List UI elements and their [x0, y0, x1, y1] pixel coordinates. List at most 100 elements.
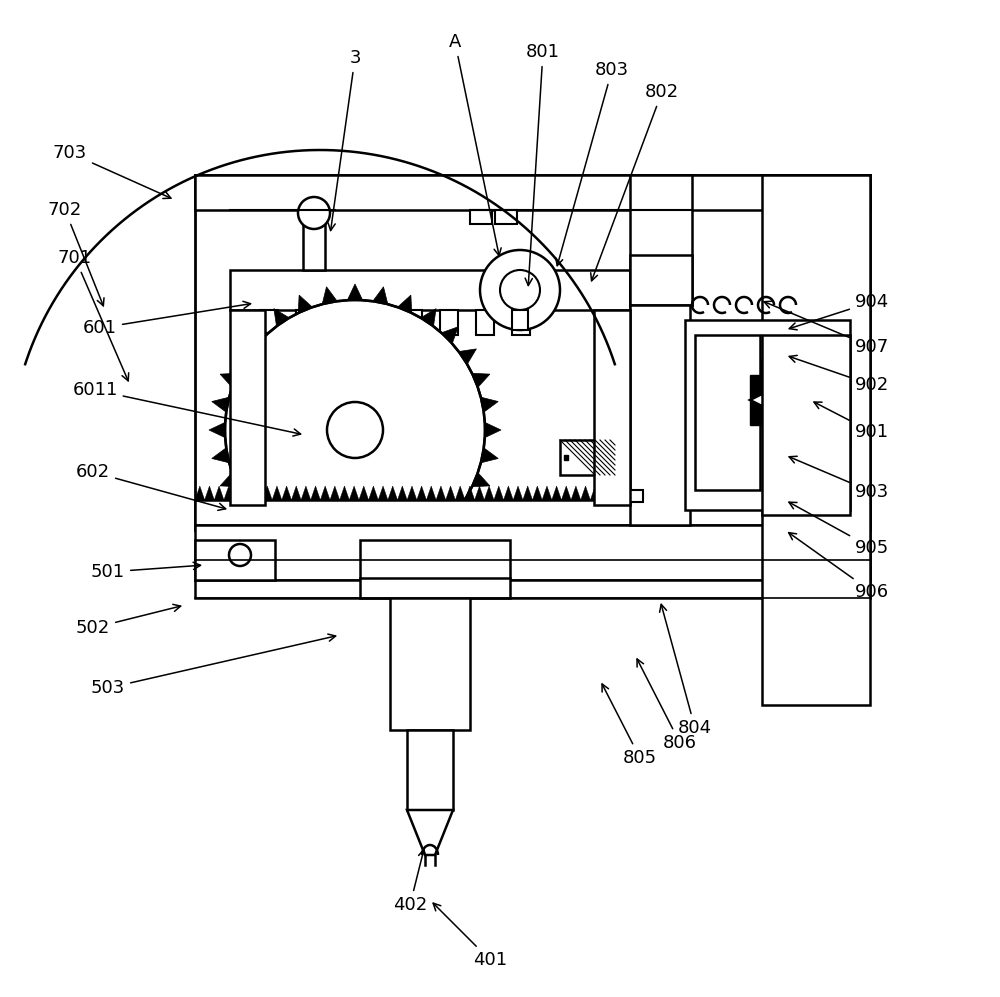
- Polygon shape: [658, 486, 668, 500]
- Text: 804: 804: [660, 604, 712, 737]
- Polygon shape: [668, 486, 677, 500]
- Polygon shape: [610, 486, 619, 500]
- Bar: [762, 395, 770, 415]
- Text: 6011: 6011: [72, 381, 301, 436]
- Polygon shape: [195, 486, 205, 500]
- Polygon shape: [590, 486, 600, 500]
- Text: 402: 402: [393, 849, 427, 914]
- Polygon shape: [421, 533, 436, 551]
- Polygon shape: [349, 486, 359, 500]
- Polygon shape: [735, 486, 745, 500]
- Text: 501: 501: [91, 562, 201, 581]
- Bar: [476, 310, 494, 335]
- Polygon shape: [750, 375, 762, 425]
- Bar: [360, 578, 510, 598]
- Polygon shape: [831, 486, 841, 500]
- Bar: [195, 175, 870, 210]
- Polygon shape: [459, 349, 476, 364]
- Polygon shape: [494, 486, 504, 500]
- Polygon shape: [220, 473, 238, 487]
- Polygon shape: [274, 309, 289, 326]
- Polygon shape: [311, 486, 320, 500]
- Polygon shape: [774, 486, 783, 500]
- Text: 503: 503: [91, 634, 336, 697]
- Polygon shape: [301, 486, 311, 500]
- Polygon shape: [398, 486, 407, 500]
- Polygon shape: [619, 486, 629, 500]
- Bar: [560, 440, 615, 475]
- Polygon shape: [783, 486, 793, 500]
- Polygon shape: [347, 559, 363, 576]
- Polygon shape: [407, 810, 453, 855]
- Polygon shape: [441, 516, 458, 533]
- Bar: [404, 310, 422, 335]
- Text: 904: 904: [789, 293, 889, 330]
- Bar: [762, 175, 870, 705]
- Polygon shape: [472, 473, 490, 487]
- Polygon shape: [764, 486, 774, 500]
- Polygon shape: [481, 397, 498, 412]
- Polygon shape: [472, 373, 490, 388]
- Polygon shape: [532, 486, 542, 500]
- Text: 703: 703: [53, 144, 171, 198]
- Polygon shape: [455, 486, 465, 500]
- Polygon shape: [282, 486, 291, 500]
- Bar: [195, 500, 870, 525]
- Polygon shape: [860, 486, 870, 500]
- Polygon shape: [220, 373, 238, 388]
- Text: 502: 502: [76, 604, 181, 637]
- Bar: [630, 255, 692, 305]
- Polygon shape: [252, 516, 269, 533]
- Polygon shape: [322, 287, 337, 304]
- Polygon shape: [369, 486, 378, 500]
- Polygon shape: [243, 486, 253, 500]
- Polygon shape: [272, 486, 282, 500]
- Polygon shape: [629, 486, 639, 500]
- Polygon shape: [696, 486, 706, 500]
- Polygon shape: [481, 448, 498, 463]
- Polygon shape: [347, 284, 363, 300]
- Text: 803: 803: [556, 61, 629, 265]
- Polygon shape: [212, 397, 229, 412]
- Polygon shape: [465, 486, 475, 500]
- Polygon shape: [421, 309, 436, 326]
- Polygon shape: [253, 486, 262, 500]
- Polygon shape: [426, 486, 436, 500]
- Polygon shape: [234, 349, 251, 364]
- Text: 901: 901: [814, 402, 889, 441]
- Text: A: A: [449, 33, 501, 255]
- Polygon shape: [298, 547, 312, 565]
- Polygon shape: [484, 486, 494, 500]
- Polygon shape: [745, 486, 754, 500]
- Bar: [470, 210, 492, 224]
- Bar: [785, 540, 870, 580]
- Polygon shape: [330, 486, 340, 500]
- Polygon shape: [388, 486, 398, 500]
- Bar: [630, 305, 690, 525]
- Text: 3: 3: [328, 49, 361, 230]
- Polygon shape: [802, 486, 812, 500]
- Bar: [195, 580, 870, 598]
- Polygon shape: [234, 486, 243, 500]
- Bar: [195, 525, 870, 580]
- Bar: [260, 310, 278, 335]
- Text: 702: 702: [48, 201, 104, 306]
- Polygon shape: [398, 295, 412, 313]
- Polygon shape: [252, 327, 269, 344]
- Polygon shape: [812, 486, 822, 500]
- Bar: [615, 445, 630, 460]
- Text: 701: 701: [58, 249, 129, 381]
- Circle shape: [327, 402, 383, 458]
- Polygon shape: [224, 486, 234, 500]
- Text: 602: 602: [76, 463, 226, 510]
- Text: 401: 401: [433, 903, 507, 969]
- Polygon shape: [291, 486, 301, 500]
- Polygon shape: [706, 486, 716, 500]
- Polygon shape: [214, 486, 224, 500]
- Polygon shape: [378, 486, 388, 500]
- Text: 805: 805: [602, 684, 657, 767]
- Bar: [303, 218, 325, 270]
- Polygon shape: [446, 486, 455, 500]
- Circle shape: [229, 544, 251, 566]
- Polygon shape: [542, 486, 552, 500]
